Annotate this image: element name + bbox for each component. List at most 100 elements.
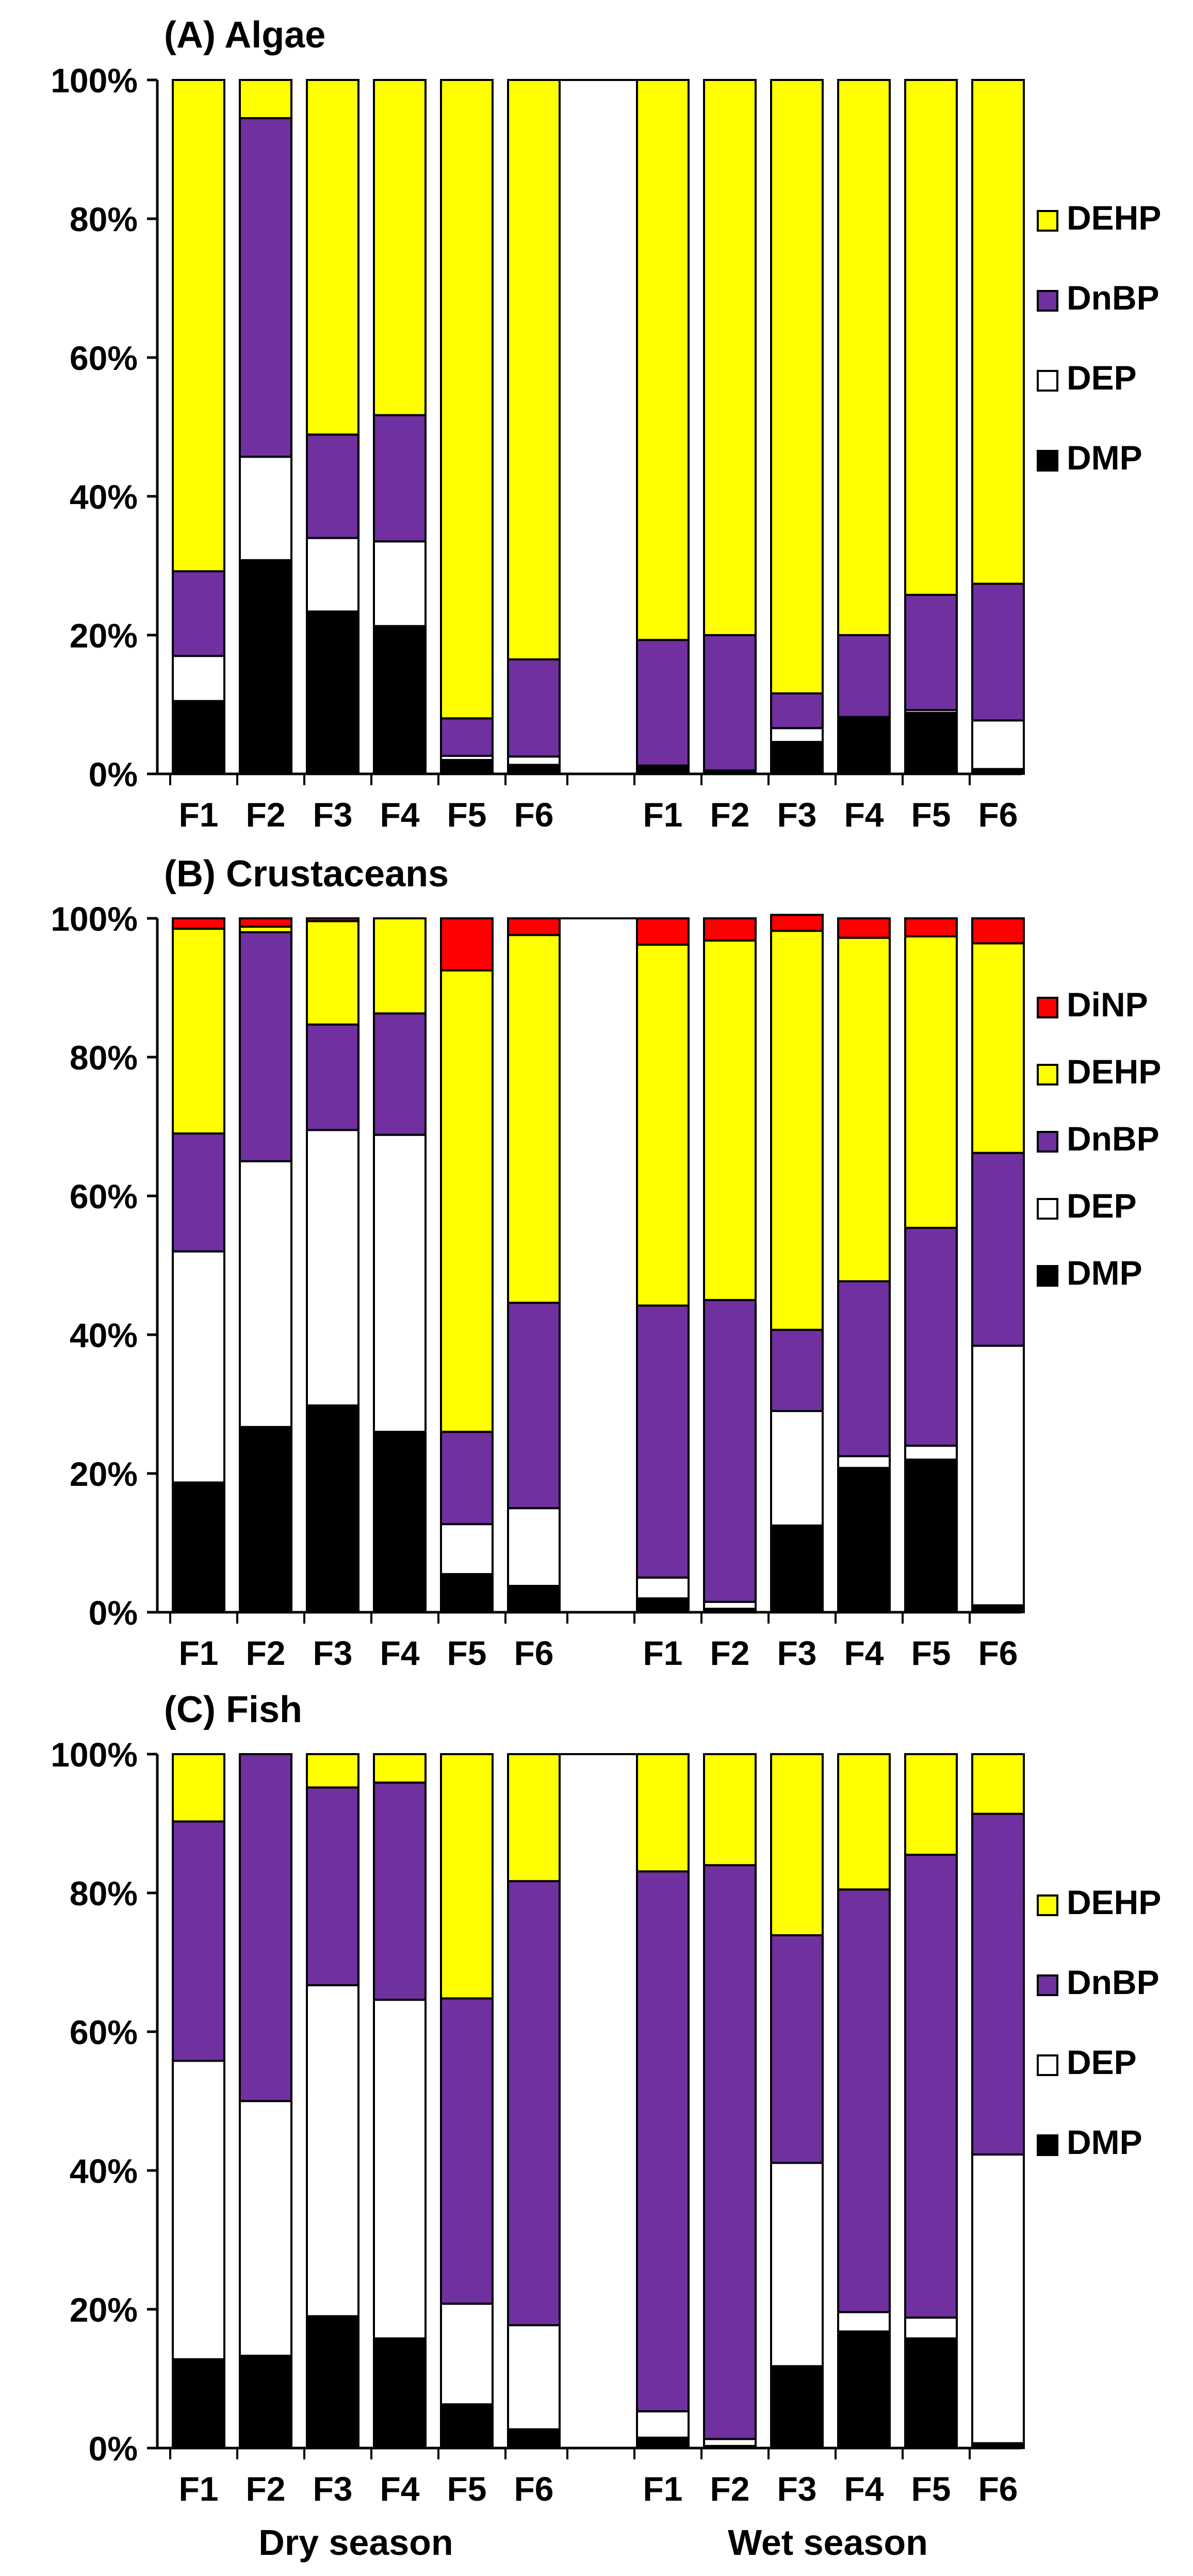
panel-1-bar-dmp-9 [770,741,824,775]
panel-2-bar-dnbp-2 [239,931,292,1162]
panel-3-y-tick-label: 80% [70,1874,138,1913]
panel-2-bar-dep-9 [770,1409,824,1527]
panel-3-x-tick-label: F3 [313,2470,352,2508]
panel-1-bar-dnbp-12 [971,582,1025,722]
panel-2-bar-dnbp-4 [373,1012,427,1136]
panel-2-bar-dmp-1 [172,1481,225,1614]
panel-2-bar-dinp-9 [770,914,824,932]
panel-2-legend-label-dmp: DMP [1067,1254,1142,1292]
panel-1-y-tick-label: 100% [51,61,138,100]
panel-1-bar-dnbp-10 [837,634,891,718]
panel-3-bar-dehp-9 [770,1753,824,1937]
panel-1-bar-dehp-1 [172,79,225,573]
panel-3-x-tick-label: F4 [380,2470,419,2508]
panel-2-x-tick-label: F1 [643,1634,682,1672]
panel-1-x-tick-label: F1 [178,796,218,834]
panel-3-bar-dep-3 [306,1984,359,2318]
panel-2: (B) Crustaceans 0% 20% 40% 60% 80% 100% F1 F2 F3 F… [51,853,1161,1672]
panel-1-y-tick-label: 40% [70,478,138,516]
panel-3-bar-dnbp-8 [703,1864,757,2440]
panel-2-bar-dinp-7 [636,917,690,946]
panel-1-bar-dnbp-2 [239,117,292,458]
panel-2-bar-dehp-1 [172,928,225,1135]
panel-3-season-gap [551,1753,638,2449]
panel-1-bar-dehp-11 [904,79,958,596]
panel-3-legend-swatch-dehp [1037,1894,1058,1916]
panel-2-x-tick-label: F4 [844,1634,884,1672]
panel-2-bar-dinp-1 [172,917,225,930]
panel-2-bar-dep-10 [837,1455,891,1469]
panel-3-x-tick-label: F6 [978,2470,1018,2508]
panel-2-bar-dehp-9 [770,930,824,1331]
panel-1-bar-dnbp-11 [904,593,958,711]
panel-2-bar-dep-2 [239,1160,292,1428]
panel-3-bar-dep-4 [373,1999,427,2340]
panel-2-bar-dmp-5 [440,1573,494,1613]
panel-3-bar-dnbp-4 [373,1781,427,2001]
panel-1-bar-dmp-3 [306,610,359,775]
panel-3-bar-dehp-5 [440,1753,494,2000]
panel-2-bar-dnbp-11 [904,1226,958,1447]
panel-3-bar-dmp-3 [306,2315,359,2450]
panel-2-bar-dep-12 [971,1344,1025,1607]
panel-3-bar-dmp-4 [373,2337,427,2450]
panel-1-bar-dmp-10 [837,717,891,775]
panel-2-legend-swatch-dmp [1037,1265,1058,1287]
panel-3-bar-dmp-6 [507,2428,561,2450]
panel-1-x-tick-label: F3 [313,796,352,834]
panel-2-bar-dep-1 [172,1250,225,1484]
panel-1-bar-dep-2 [239,456,292,561]
panel-2-bar-dinp-10 [837,917,891,939]
panel-3-bar-dep-5 [440,2303,494,2406]
panel-2-x-tick-label: F2 [246,1634,285,1672]
panel-1-bar-dmp-11 [904,711,958,775]
panel-1-x-tick-label: F4 [380,796,419,834]
panel-2-bar-dmp-4 [373,1431,427,1614]
panel-1-x-tick-label: F2 [246,796,285,834]
panel-2-bar-dinp-8 [703,917,757,942]
panel-2-bar-dinp-2 [239,917,292,928]
panel-2-bar-dnbp-1 [172,1132,225,1253]
panel-3-bar-dep-7 [636,2410,690,2439]
panel-1-bar-dehp-5 [440,79,494,720]
panel-2-bar-dmp-2 [239,1425,292,1613]
panel-3-bar-dehp-8 [703,1753,757,1867]
panel-2-bar-dehp-10 [837,936,891,1283]
panel-3-legend-swatch-dep [1037,2054,1058,2076]
panel-1-y-tick-label: 20% [70,617,138,655]
panel-1-bar-dmp-6 [507,764,561,775]
panel-2-x-tick-label: F5 [911,1634,951,1672]
panel-2-legend-label-dehp: DEHP [1067,1052,1161,1091]
panel-1-legend-swatch-dmp [1037,450,1058,472]
panel-2-legend-label-dep: DEP [1067,1187,1137,1225]
panel-2-bar-dmp-10 [837,1467,891,1613]
panel-1-x-tick-label: F4 [844,796,884,834]
panel-1-legend-swatch-dnbp [1037,290,1058,312]
panel-1-bar-dep-1 [172,655,225,702]
panel-2-bar-dnbp-12 [971,1152,1025,1347]
panel-3-bar-dehp-10 [837,1753,891,1891]
panel-3-legend-swatch-dnbp [1037,1974,1058,1996]
panel-3-bar-dep-2 [239,2100,292,2357]
panel-2-bar-dehp-8 [703,939,757,1301]
panel-3-bar-dnbp-12 [971,1812,1025,2156]
panel-2-bar-dnbp-8 [703,1299,757,1603]
panel-2-x-tick-label: F3 [777,1634,816,1672]
panel-3-bar-dehp-3 [306,1753,359,1789]
panel-3-x-tick-label: F6 [514,2470,553,2508]
panel-2-bar-dmp-9 [770,1524,824,1613]
panel-1: (A) Algae 0% 20% 40% 60% 80% 100% F1 F2 F3 F4 F5 F6 F… [51,14,1161,834]
panel-3-bar-dep-10 [837,2311,891,2333]
panel-2-bar-dehp-4 [373,917,427,1015]
panel-1-legend-label-dnbp: DnBP [1067,279,1159,317]
panel-2-bar-dep-11 [904,1445,958,1461]
panel-1-bar-dmp-4 [373,625,427,775]
panel-2-title: (B) Crustaceans [164,853,449,895]
panel-1-bar-dnbp-1 [172,570,225,657]
panel-2-x-tick-label: F2 [710,1634,749,1672]
panel-2-bar-dinp-11 [904,917,958,937]
panel-2-season-gap [551,917,638,1613]
panel-1-bar-dehp-10 [837,79,891,636]
panel-1-x-tick-label: F5 [911,796,951,834]
panel-1-title: (A) Algae [164,14,325,56]
